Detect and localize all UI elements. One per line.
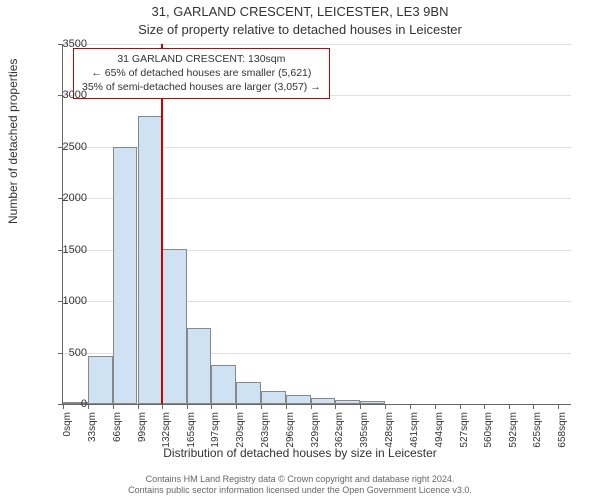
- x-tick: [311, 404, 312, 409]
- y-gridline: [63, 44, 571, 45]
- x-tick-label: 560sqm: [483, 412, 494, 452]
- x-tick: [484, 404, 485, 409]
- x-tick: [236, 404, 237, 409]
- histogram-bar: [236, 382, 261, 404]
- histogram-bar: [211, 365, 236, 404]
- histogram-bar: [187, 328, 211, 404]
- y-tick-label: 1500: [47, 244, 87, 256]
- histogram-bar: [286, 395, 311, 404]
- y-tick-label: 2000: [47, 192, 87, 204]
- plot-area: 31 GARLAND CRESCENT: 130sqm ← 65% of det…: [62, 44, 571, 405]
- attribution-line1: Contains HM Land Registry data © Crown c…: [0, 474, 600, 485]
- histogram-bar: [261, 391, 286, 404]
- x-tick: [113, 404, 114, 409]
- x-tick: [435, 404, 436, 409]
- annotation-line2: ← 65% of detached houses are smaller (5,…: [82, 66, 321, 80]
- chart-container: 31, GARLAND CRESCENT, LEICESTER, LE3 9BN…: [0, 0, 600, 500]
- x-tick-label: 428sqm: [384, 412, 395, 452]
- x-tick: [533, 404, 534, 409]
- histogram-bar: [335, 400, 360, 404]
- histogram-bar: [311, 398, 336, 404]
- x-tick-label: 165sqm: [186, 412, 197, 452]
- x-tick: [360, 404, 361, 409]
- x-tick: [211, 404, 212, 409]
- x-tick: [460, 404, 461, 409]
- x-tick-label: 132sqm: [161, 412, 172, 452]
- x-tick: [558, 404, 559, 409]
- x-tick-label: 658sqm: [557, 412, 568, 452]
- x-tick-label: 197sqm: [210, 412, 221, 452]
- x-tick: [162, 404, 163, 409]
- y-tick-label: 2500: [47, 141, 87, 153]
- x-tick-label: 592sqm: [508, 412, 519, 452]
- x-tick: [138, 404, 139, 409]
- title-sub: Size of property relative to detached ho…: [0, 22, 600, 37]
- y-tick-label: 500: [47, 347, 87, 359]
- annotation-line1: 31 GARLAND CRESCENT: 130sqm: [82, 52, 321, 66]
- x-tick: [88, 404, 89, 409]
- histogram-bar: [360, 401, 385, 404]
- x-tick-label: 362sqm: [334, 412, 345, 452]
- x-tick: [335, 404, 336, 409]
- x-tick-label: 625sqm: [532, 412, 543, 452]
- attribution-line2: Contains public sector information licen…: [0, 485, 600, 496]
- x-tick: [261, 404, 262, 409]
- x-tick-label: 99sqm: [137, 412, 148, 452]
- title-main: 31, GARLAND CRESCENT, LEICESTER, LE3 9BN: [0, 4, 600, 19]
- x-tick-label: 527sqm: [459, 412, 470, 452]
- x-tick-label: 296sqm: [285, 412, 296, 452]
- x-tick-label: 66sqm: [112, 412, 123, 452]
- x-tick-label: 263sqm: [260, 412, 271, 452]
- annotation-box: 31 GARLAND CRESCENT: 130sqm ← 65% of det…: [73, 48, 330, 99]
- histogram-bar: [113, 147, 138, 404]
- x-tick: [410, 404, 411, 409]
- x-tick-label: 329sqm: [310, 412, 321, 452]
- x-tick: [286, 404, 287, 409]
- x-tick: [187, 404, 188, 409]
- y-tick-label: 0: [47, 398, 87, 410]
- x-tick-label: 494sqm: [434, 412, 445, 452]
- x-tick-label: 395sqm: [359, 412, 370, 452]
- y-tick-label: 1000: [47, 295, 87, 307]
- x-tick: [385, 404, 386, 409]
- annotation-line3: 35% of semi-detached houses are larger (…: [82, 80, 321, 94]
- x-tick-label: 0sqm: [62, 412, 73, 452]
- histogram-bar: [138, 116, 163, 404]
- attribution: Contains HM Land Registry data © Crown c…: [0, 474, 600, 496]
- x-tick-label: 461sqm: [409, 412, 420, 452]
- y-tick-label: 3500: [47, 38, 87, 50]
- histogram-bar: [162, 249, 187, 404]
- y-tick-label: 3000: [47, 89, 87, 101]
- x-tick-label: 230sqm: [235, 412, 246, 452]
- histogram-bar: [88, 356, 113, 404]
- x-tick-label: 33sqm: [87, 412, 98, 452]
- x-tick: [509, 404, 510, 409]
- y-axis-label: Number of detached properties: [6, 59, 20, 224]
